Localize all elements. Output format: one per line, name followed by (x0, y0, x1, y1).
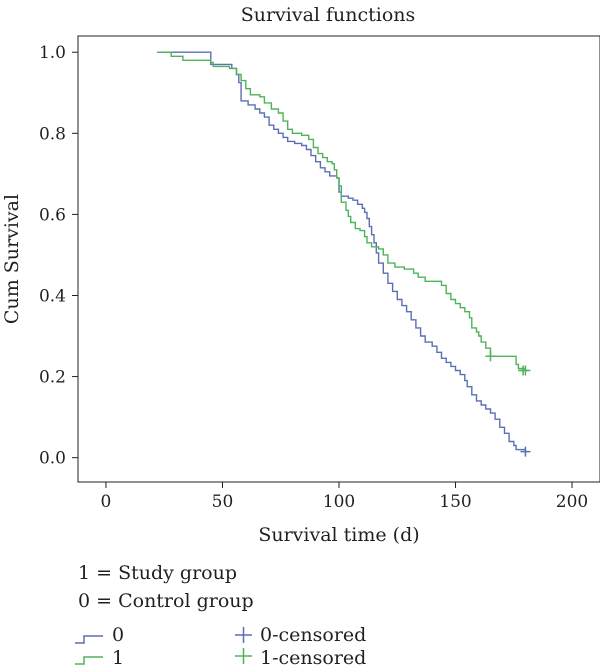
plot-frame (77, 35, 600, 483)
series-1-censor-mark (520, 365, 531, 376)
chart-title: Survival functions (241, 4, 416, 26)
x-tick-label: 0 (101, 492, 112, 512)
y-tick-label: 0.4 (39, 286, 66, 306)
group-note-study: 1 = Study group (78, 562, 237, 584)
y-tick-label: 0.2 (39, 368, 66, 388)
x-tick-label: 150 (439, 492, 471, 512)
legend-series-0-label: 0 (112, 624, 125, 646)
legend-censored-0-label: 0-censored (260, 624, 367, 646)
legend-series-0-swatch (75, 635, 103, 644)
group-note-control: 0 = Control group (78, 590, 254, 612)
x-axis-label: Survival time (d) (258, 524, 419, 546)
y-axis-label: Cum Survival (1, 194, 23, 324)
x-axis: 0 50 100 150 200 (101, 482, 588, 512)
y-tick-label: 0.8 (39, 124, 66, 144)
y-tick-label: 1.0 (39, 43, 66, 63)
series-0-censor-mark (520, 446, 531, 457)
series-1-curve (157, 51, 527, 371)
legend-series-1-label: 1 (112, 647, 125, 669)
y-axis: 0.0 0.2 0.4 0.6 0.8 1.0 (39, 43, 78, 469)
legend-series-1-swatch (75, 656, 103, 665)
y-tick-label: 0.0 (39, 449, 66, 469)
y-tick-label: 0.6 (39, 205, 66, 225)
legend-censored-1-label: 1-censored (260, 647, 367, 669)
x-tick-label: 100 (323, 492, 355, 512)
x-tick-label: 200 (556, 492, 588, 512)
legend-censored-0-marker (235, 627, 252, 643)
plot-area (157, 51, 531, 457)
x-tick-label: 50 (212, 492, 234, 512)
series-0-curve (157, 51, 527, 452)
legend-censored-1-marker (235, 648, 252, 664)
series-1-censor-mark (485, 351, 496, 362)
